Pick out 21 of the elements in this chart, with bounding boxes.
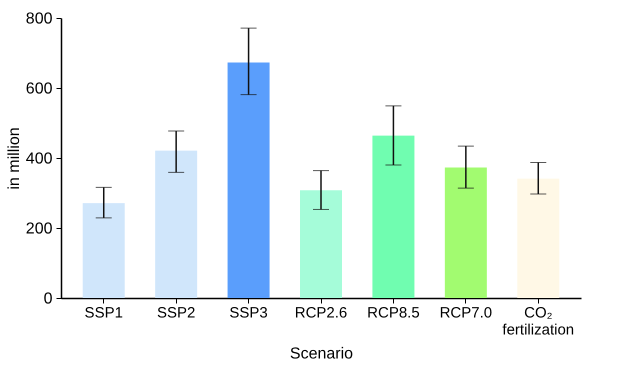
y-tick-label: 800 — [26, 10, 53, 28]
x-tick-label: SSP3 — [229, 304, 268, 322]
bar — [444, 167, 487, 298]
x-tick-label: CO₂ fertilization — [502, 304, 574, 338]
bar — [228, 62, 270, 298]
bar — [300, 190, 342, 298]
bar — [372, 136, 414, 298]
x-axis-title: Scenario — [290, 346, 354, 362]
y-axis-title: in million — [6, 127, 23, 190]
y-tick-label: 200 — [26, 220, 53, 238]
x-tick-label: SSP2 — [156, 304, 196, 322]
bar — [517, 178, 560, 298]
bar — [82, 203, 125, 298]
bar — [155, 150, 198, 298]
x-tick-label: RCP7.0 — [440, 304, 492, 322]
y-tick-label: 400 — [26, 150, 53, 168]
x-tick-label: SSP1 — [84, 304, 123, 322]
x-tick-label: RCP8.5 — [367, 304, 420, 322]
y-tick-label: 0 — [44, 290, 53, 308]
y-tick-label: 600 — [26, 80, 53, 98]
x-tick-label: RCP2.6 — [294, 304, 348, 322]
